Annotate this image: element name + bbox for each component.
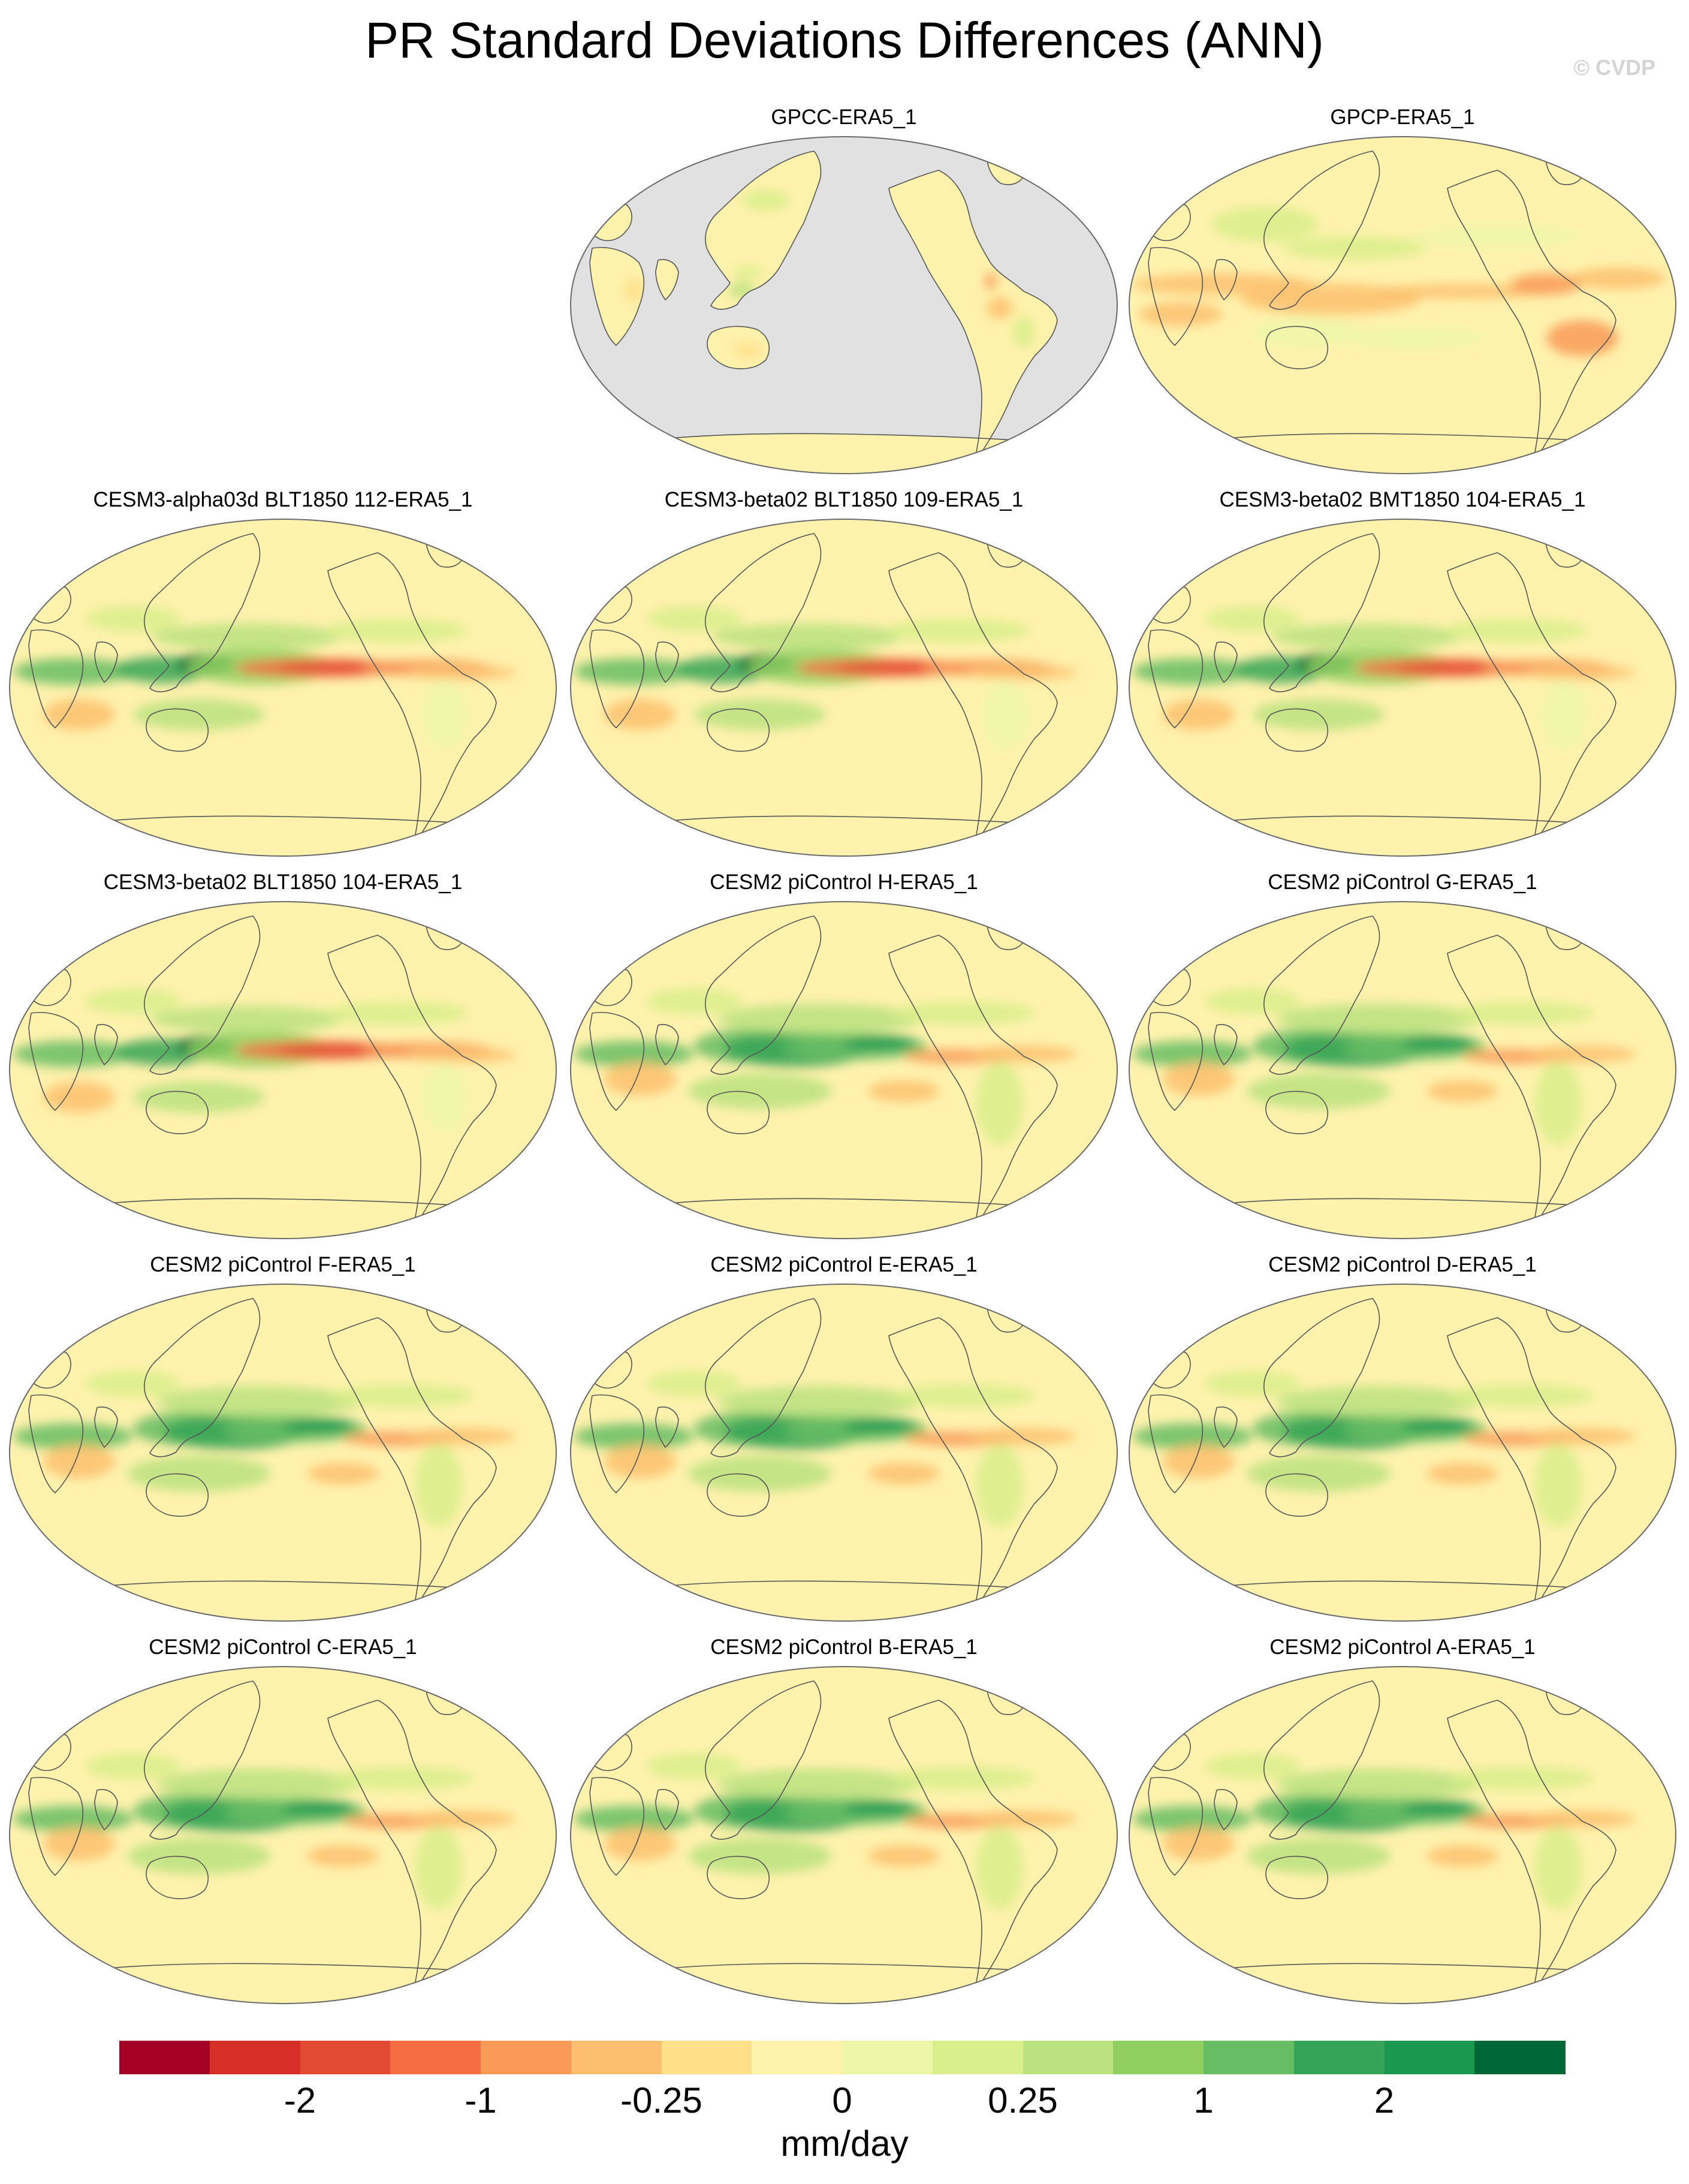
panel-title: CESM3-beta02 BLT1850 104-ERA5_1: [103, 870, 463, 894]
world-map: [570, 1666, 1118, 2004]
map-panel: CESM2 piControl H-ERA5_1: [568, 867, 1120, 1248]
colorbar-tick-label: 1: [1193, 2080, 1214, 2120]
panel-title: CESM2 piControl F-ERA5_1: [150, 1253, 416, 1276]
colorbar-swatch: [1384, 2041, 1475, 2074]
world-map: [9, 1284, 557, 1622]
colorbar-tick-label: 2: [1374, 2080, 1395, 2120]
map-border: [9, 901, 557, 1239]
world-map: [570, 136, 1118, 474]
colorbar-tick-label: 0: [832, 2080, 852, 2120]
colorbar-swatch: [932, 2041, 1023, 2074]
panel-title: CESM2 piControl H-ERA5_1: [710, 870, 978, 894]
map-panel: CESM2 piControl E-ERA5_1: [568, 1249, 1120, 1630]
world-map: [1129, 136, 1676, 474]
panel-title: CESM3-beta02 BLT1850 109-ERA5_1: [664, 488, 1024, 511]
colorbar-tick-label: -1: [465, 2080, 497, 2120]
map-border: [1129, 901, 1676, 1239]
colorbar-swatch: [390, 2041, 481, 2074]
figure-title: PR Standard Deviations Differences (ANN): [365, 12, 1324, 68]
map-border: [570, 136, 1118, 474]
world-map: [1129, 1666, 1676, 2004]
map-panel: CESM2 piControl C-ERA5_1: [7, 1632, 559, 2013]
colorbar-swatch: [119, 2041, 210, 2074]
map-panel: CESM2 piControl F-ERA5_1: [7, 1249, 559, 1630]
world-map: [1129, 901, 1676, 1239]
panel-title: CESM3-beta02 BMT1850 104-ERA5_1: [1219, 488, 1586, 511]
map-border: [9, 519, 557, 857]
world-map: [570, 519, 1118, 857]
panel-title: CESM3-alpha03d BLT1850 112-ERA5_1: [93, 488, 473, 511]
map-panel: CESM3-beta02 BLT1850 109-ERA5_1: [568, 484, 1120, 865]
map-border: [1129, 1666, 1676, 2004]
map-border: [1129, 519, 1676, 857]
colorbar-swatch: [1023, 2041, 1114, 2074]
map-border: [570, 1284, 1118, 1622]
colorbar-swatch: [752, 2041, 843, 2074]
panel-title: GPCC-ERA5_1: [771, 106, 917, 129]
map-panel: CESM3-beta02 BMT1850 104-ERA5_1: [1127, 484, 1678, 865]
colorbar-swatch: [842, 2041, 933, 2074]
colorbar-swatch: [1293, 2041, 1385, 2074]
panel-title: CESM2 piControl G-ERA5_1: [1268, 870, 1537, 894]
colorbar-swatch: [209, 2041, 300, 2074]
map-panel: CESM2 piControl B-ERA5_1: [568, 1632, 1120, 2013]
panel-title: CESM2 piControl A-ERA5_1: [1269, 1635, 1536, 1659]
map-panel: CESM2 piControl D-ERA5_1: [1127, 1249, 1678, 1630]
colorbar: [119, 2041, 1566, 2074]
map-border: [570, 1666, 1118, 2004]
colorbar-swatch: [300, 2041, 391, 2074]
colorbar-tick-label: -0.25: [620, 2080, 702, 2120]
panel-title: CESM2 piControl C-ERA5_1: [149, 1635, 417, 1659]
colorbar-swatch: [1113, 2041, 1204, 2074]
colorbar-tick-label: -2: [283, 2080, 316, 2120]
colorbar-swatch: [661, 2041, 752, 2074]
map-panel: GPCP-ERA5_1: [1127, 102, 1678, 483]
panel-title: GPCP-ERA5_1: [1330, 106, 1475, 129]
world-map: [570, 901, 1118, 1239]
panel-title: CESM2 piControl B-ERA5_1: [710, 1635, 978, 1659]
colorbar-swatch: [1204, 2041, 1295, 2074]
map-panel: CESM2 piControl G-ERA5_1: [1127, 867, 1678, 1248]
map-panel: CESM3-alpha03d BLT1850 112-ERA5_1: [7, 484, 559, 865]
map-border: [9, 1284, 557, 1622]
watermark: © CVDP: [1573, 55, 1655, 80]
map-border: [570, 519, 1118, 857]
world-map: [9, 901, 557, 1239]
map-border: [9, 1666, 557, 2004]
colorbar-tick-label: 0.25: [988, 2080, 1058, 2120]
colorbar-swatch: [1474, 2041, 1566, 2074]
panel-title: CESM2 piControl D-ERA5_1: [1268, 1253, 1537, 1276]
colorbar-swatch: [571, 2041, 662, 2074]
world-map: [9, 519, 557, 857]
colorbar-swatch: [481, 2041, 572, 2074]
world-map: [1129, 519, 1676, 857]
world-map: [9, 1666, 557, 2004]
map-border: [1129, 136, 1676, 474]
map-border: [1129, 1284, 1676, 1622]
map-border: [570, 901, 1118, 1239]
map-panel: CESM3-beta02 BLT1850 104-ERA5_1: [7, 867, 559, 1248]
map-panel: GPCC-ERA5_1: [568, 102, 1120, 483]
colorbar-units: mm/day: [780, 2123, 909, 2164]
panel-title: CESM2 piControl E-ERA5_1: [710, 1253, 978, 1276]
world-map: [570, 1284, 1118, 1622]
world-map: [1129, 1284, 1676, 1622]
map-panel: CESM2 piControl A-ERA5_1: [1127, 1632, 1678, 2013]
